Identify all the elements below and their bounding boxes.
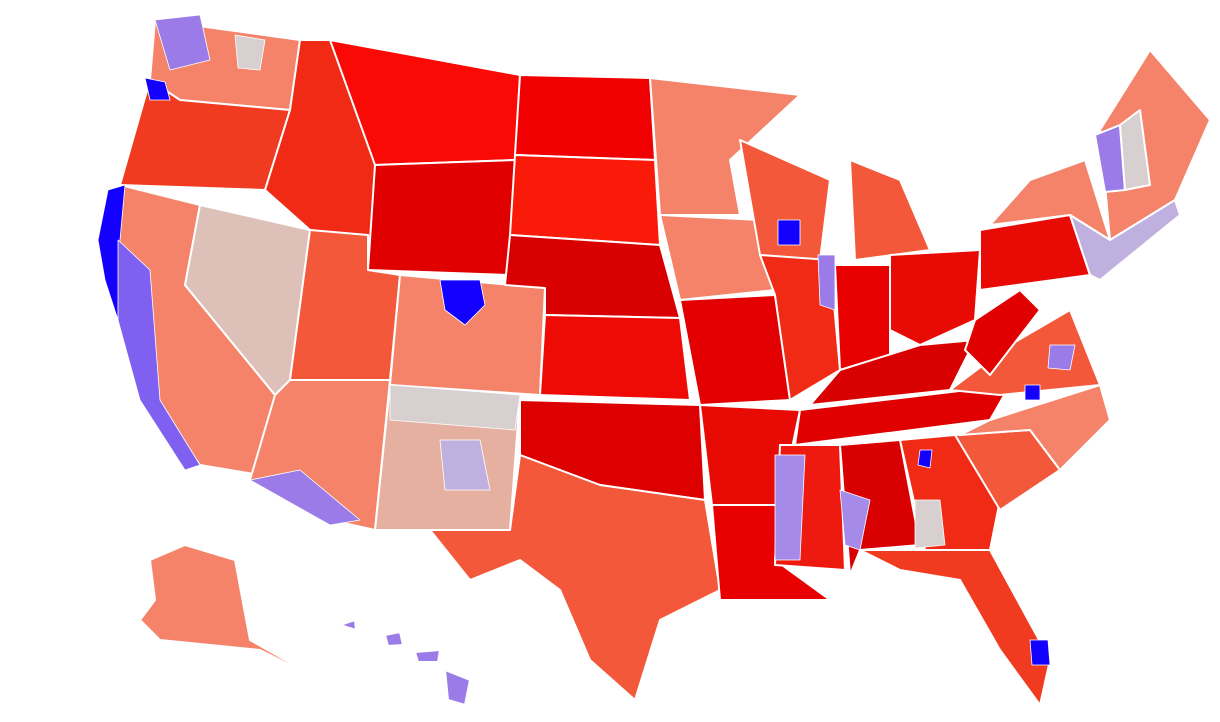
blue-area — [154, 14, 211, 71]
blue-area — [1047, 344, 1076, 371]
blue-area — [914, 499, 946, 549]
blue-area — [389, 384, 521, 431]
texas — [429, 454, 721, 701]
blue-area — [249, 469, 361, 526]
minnesota — [649, 77, 801, 216]
blue-area — [839, 489, 871, 551]
hawaii-island — [414, 649, 441, 663]
new-hampshire — [1119, 109, 1151, 191]
hawaii-island — [444, 669, 471, 706]
blue-area — [439, 279, 486, 326]
blue-area — [234, 34, 266, 71]
new-york — [989, 159, 1111, 241]
west-virginia — [964, 289, 1041, 376]
blue-area — [1029, 639, 1051, 666]
alaska — [139, 544, 321, 681]
kansas — [539, 314, 691, 401]
louisiana — [711, 504, 831, 601]
north-dakota — [514, 74, 656, 161]
blue-area — [1024, 384, 1041, 401]
mid-atlantic — [1069, 199, 1181, 281]
blue-area — [439, 439, 491, 491]
south-dakota — [509, 154, 661, 246]
indiana — [834, 264, 891, 371]
blue-area — [917, 449, 933, 469]
wyoming — [367, 159, 516, 276]
kentucky — [809, 339, 976, 406]
ohio — [889, 249, 981, 346]
blue-area — [144, 77, 171, 101]
hawaii-island — [339, 619, 357, 631]
florida — [859, 549, 1051, 706]
blue-area — [817, 254, 836, 311]
blue-areas — [97, 14, 1076, 666]
alaska-shape — [139, 544, 321, 681]
blue-area — [117, 239, 201, 471]
blue-area — [774, 454, 806, 561]
blue-area — [777, 219, 801, 246]
states — [99, 19, 1211, 706]
new-england — [1099, 49, 1211, 241]
missouri — [679, 294, 791, 406]
hawaii-island — [384, 631, 404, 647]
michigan — [849, 159, 931, 261]
hawaii — [339, 619, 471, 706]
